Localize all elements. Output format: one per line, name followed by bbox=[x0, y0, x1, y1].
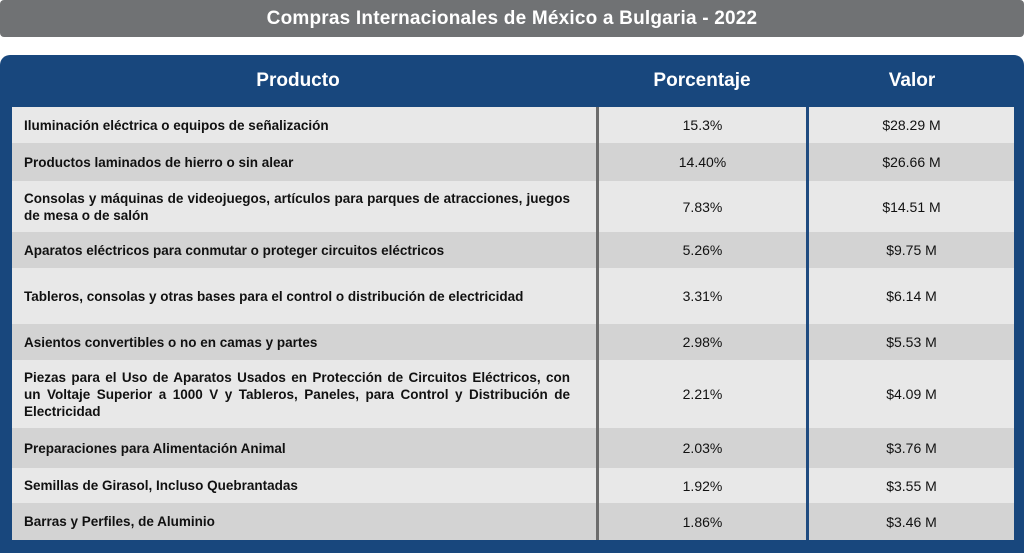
table-body: Iluminación eléctrica o equipos de señal… bbox=[12, 107, 1014, 540]
percent-value: 2.21% bbox=[682, 386, 723, 402]
percent-value: 1.86% bbox=[682, 513, 723, 530]
value-cell: $6.14 M bbox=[806, 268, 1014, 324]
table-row: Aparatos eléctricos para conmutar o prot… bbox=[12, 232, 1014, 268]
product-cell: Preparaciones para Alimentación Animal bbox=[12, 428, 596, 468]
value-cell: $3.76 M bbox=[806, 428, 1014, 468]
percent-value: 2.98% bbox=[682, 334, 723, 350]
value-cell: $28.29 M bbox=[806, 107, 1014, 143]
table-row: Consolas y máquinas de videojuegos, artí… bbox=[12, 181, 1014, 232]
value-cell: $4.09 M bbox=[806, 360, 1014, 428]
value-cell: $3.55 M bbox=[806, 468, 1014, 503]
percent-cell: 1.86% bbox=[596, 503, 806, 540]
value-amount: $3.55 M bbox=[886, 477, 937, 494]
percent-cell: 14.40% bbox=[596, 143, 806, 181]
table-row: Barras y Perfiles, de Aluminio 1.86% $3.… bbox=[12, 503, 1014, 540]
percent-cell: 2.03% bbox=[596, 428, 806, 468]
percent-cell: 15.3% bbox=[596, 107, 806, 143]
product-cell: Tableros, consolas y otras bases para el… bbox=[12, 268, 596, 324]
percent-cell: 1.92% bbox=[596, 468, 806, 503]
value-amount: $28.29 M bbox=[882, 117, 941, 133]
value-cell: $9.75 M bbox=[806, 232, 1014, 268]
product-cell: Iluminación eléctrica o equipos de señal… bbox=[12, 107, 596, 143]
table-row: Preparaciones para Alimentación Animal 2… bbox=[12, 428, 1014, 468]
table-row: Iluminación eléctrica o equipos de señal… bbox=[12, 107, 1014, 143]
value-amount: $6.14 M bbox=[886, 288, 937, 304]
table-row: Asientos convertibles o no en camas y pa… bbox=[12, 324, 1014, 360]
product-cell: Barras y Perfiles, de Aluminio bbox=[12, 503, 596, 540]
product-cell: Piezas para el Uso de Aparatos Usados en… bbox=[12, 360, 596, 428]
table-header: Producto Porcentaje Valor bbox=[0, 55, 1024, 107]
percent-value: 5.26% bbox=[682, 242, 723, 258]
value-amount: $9.75 M bbox=[886, 242, 937, 258]
value-cell: $5.53 M bbox=[806, 324, 1014, 360]
value-amount: $3.76 M bbox=[886, 440, 937, 456]
value-cell: $14.51 M bbox=[806, 181, 1014, 232]
column-header-product: Producto bbox=[256, 70, 340, 91]
product-cell: Asientos convertibles o no en camas y pa… bbox=[12, 324, 596, 360]
value-amount: $4.09 M bbox=[886, 386, 937, 402]
percent-cell: 2.98% bbox=[596, 324, 806, 360]
table-row: Semillas de Girasol, Incluso Quebrantada… bbox=[12, 468, 1014, 503]
page-title: Compras Internacionales de México a Bulg… bbox=[0, 0, 1024, 37]
value-amount: $5.53 M bbox=[886, 334, 937, 350]
percent-cell: 2.21% bbox=[596, 360, 806, 428]
percent-value: 14.40% bbox=[678, 154, 727, 170]
percent-value: 2.03% bbox=[682, 440, 723, 456]
product-cell: Consolas y máquinas de videojuegos, artí… bbox=[12, 181, 596, 232]
table-row: Productos laminados de hierro o sin alea… bbox=[12, 143, 1014, 181]
value-amount: $3.46 M bbox=[886, 513, 937, 530]
product-cell: Semillas de Girasol, Incluso Quebrantada… bbox=[12, 468, 596, 503]
product-cell: Aparatos eléctricos para conmutar o prot… bbox=[12, 232, 596, 268]
percent-value: 7.83% bbox=[682, 198, 723, 215]
column-header-value: Valor bbox=[888, 70, 936, 91]
column-header-percent: Porcentaje bbox=[653, 70, 751, 91]
value-cell: $3.46 M bbox=[806, 503, 1014, 540]
percent-value: 15.3% bbox=[682, 117, 723, 133]
product-cell: Productos laminados de hierro o sin alea… bbox=[12, 143, 596, 181]
percent-value: 1.92% bbox=[682, 477, 723, 494]
percent-value: 3.31% bbox=[682, 288, 723, 304]
percent-cell: 5.26% bbox=[596, 232, 806, 268]
percent-cell: 3.31% bbox=[596, 268, 806, 324]
value-amount: $26.66 M bbox=[882, 154, 941, 170]
table-row: Tableros, consolas y otras bases para el… bbox=[12, 268, 1014, 324]
value-cell: $26.66 M bbox=[806, 143, 1014, 181]
table-row: Piezas para el Uso de Aparatos Usados en… bbox=[12, 360, 1014, 428]
value-amount: $14.51 M bbox=[882, 198, 941, 215]
percent-cell: 7.83% bbox=[596, 181, 806, 232]
